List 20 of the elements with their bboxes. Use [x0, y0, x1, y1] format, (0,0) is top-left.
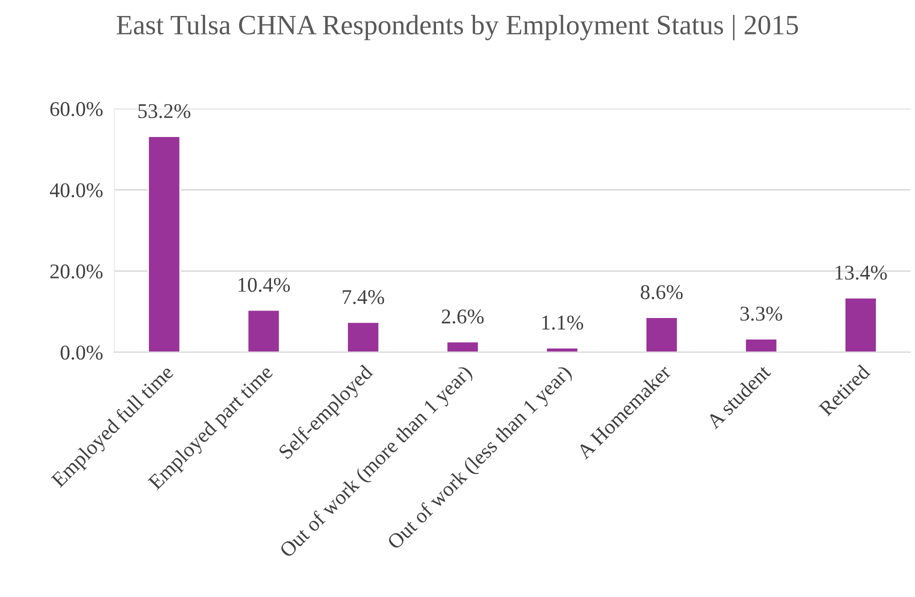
bar	[247, 309, 280, 352]
bar	[346, 321, 380, 352]
data-label: 2.6%	[442, 309, 484, 324]
y-tick-label: 40.0%	[50, 183, 103, 198]
chart-title: East Tulsa CHNA Respondents by Employment Status | 2015	[116, 14, 798, 40]
bar	[148, 136, 181, 352]
y-tick-label: 20.0%	[50, 264, 103, 279]
y-tick-label: 0.0%	[60, 346, 103, 360]
bar	[844, 297, 878, 352]
data-label: 10.4%	[238, 278, 290, 292]
data-label: 3.3%	[740, 306, 782, 321]
bar	[446, 340, 480, 352]
bar	[744, 338, 778, 352]
data-label: 13.4%	[836, 266, 887, 280]
data-label: 53.2%	[138, 104, 190, 118]
bar	[645, 316, 678, 352]
data-label: 7.4%	[342, 290, 384, 304]
data-label: 8.6%	[640, 285, 683, 300]
y-tick-label: 60.0%	[50, 102, 103, 116]
data-label: 1.1%	[542, 316, 584, 330]
